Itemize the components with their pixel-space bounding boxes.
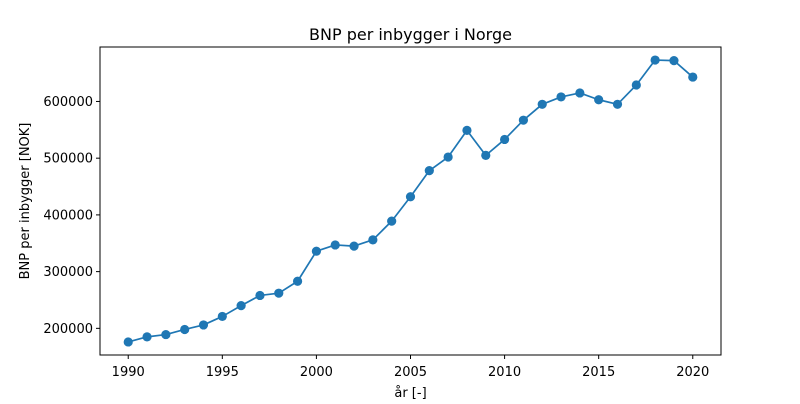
- data-point: [575, 88, 585, 98]
- data-point: [594, 95, 604, 105]
- y-tick-label: 200000: [43, 322, 93, 337]
- data-point: [292, 276, 303, 286]
- x-tick-label: 2020: [676, 365, 709, 380]
- x-tick-label: 2005: [394, 365, 427, 380]
- data-point: [330, 240, 340, 250]
- data-point: [311, 246, 322, 256]
- x-tick-label: 2010: [488, 365, 521, 380]
- data-point: [424, 166, 434, 176]
- y-tick-label: 600000: [43, 95, 93, 110]
- data-point: [556, 92, 566, 102]
- data-point: [631, 80, 641, 90]
- y-axis-ticks: 200000 300000 400000 500000 600000: [43, 95, 100, 337]
- x-tick-label: 1995: [206, 365, 239, 380]
- data-point: [518, 115, 529, 125]
- data-point: [217, 311, 227, 322]
- y-axis-label: BNP per inbygger [NOK]: [18, 123, 33, 280]
- y-tick-label: 500000: [43, 152, 93, 167]
- data-point: [180, 324, 190, 335]
- data-point: [142, 332, 152, 342]
- chart-title: BNP per inbygger i Norge: [309, 25, 512, 44]
- data-point: [537, 99, 547, 109]
- data-point: [387, 216, 397, 226]
- x-axis-label: år [-]: [394, 386, 426, 400]
- data-point: [349, 241, 359, 251]
- data-point: [688, 72, 698, 82]
- data-point: [198, 320, 209, 330]
- data-point: [123, 337, 133, 347]
- data-point: [669, 56, 679, 66]
- data-point: [650, 55, 660, 65]
- y-tick-label: 400000: [43, 208, 93, 223]
- data-point: [405, 192, 416, 202]
- data-point: [612, 99, 623, 109]
- x-tick-label: 1990: [112, 365, 145, 380]
- data-point: [255, 290, 265, 301]
- data-point: [274, 288, 284, 298]
- x-tick-label: 2000: [300, 365, 333, 380]
- x-axis-ticks: 1990 1995 2000 2005 2010 2015 2020: [112, 355, 709, 380]
- data-point: [236, 301, 246, 311]
- y-tick-label: 300000: [43, 265, 93, 280]
- data-point: [368, 235, 378, 245]
- data-point: [481, 150, 491, 160]
- data-point: [161, 329, 171, 340]
- x-tick-label: 2015: [582, 365, 615, 380]
- series-layer: [123, 55, 698, 347]
- plot-frame: [99, 46, 722, 356]
- data-point: [462, 125, 472, 135]
- data-point: [499, 134, 510, 145]
- data-point: [443, 152, 453, 162]
